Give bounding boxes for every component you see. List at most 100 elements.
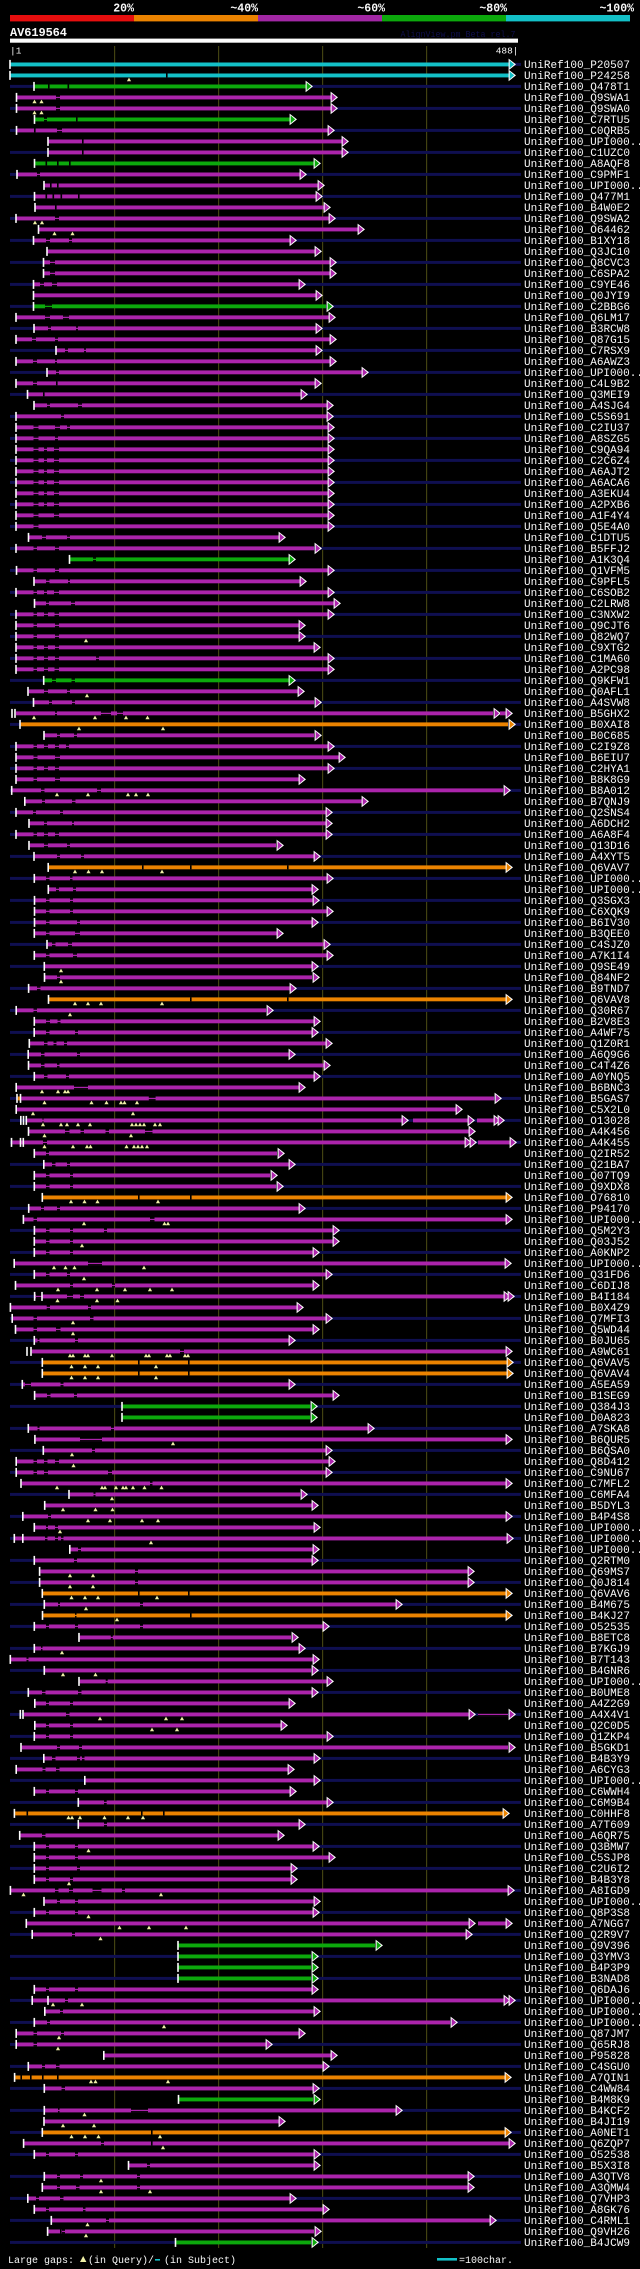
svg-text:UniRef100_C2BBG6: UniRef100_C2BBG6 (524, 302, 630, 314)
svg-text:UniRef100_C7RTU5: UniRef100_C7RTU5 (524, 115, 630, 127)
svg-text:UniRef100_Q2IR52: UniRef100_Q2IR52 (524, 1149, 630, 1161)
svg-text:UniRef100_Q478T1: UniRef100_Q478T1 (524, 82, 630, 94)
svg-text:UniRef100_P20507: UniRef100_P20507 (524, 60, 630, 72)
svg-text:UniRef100_A9WC61: UniRef100_A9WC61 (524, 1347, 630, 1359)
svg-text:~80%: ~80% (479, 3, 507, 16)
svg-text:UniRef100_C5X2L0: UniRef100_C5X2L0 (524, 1105, 630, 1117)
svg-text:UniRef100_C9QA94: UniRef100_C9QA94 (524, 445, 630, 457)
svg-text:UniRef100_Q8P3S8: UniRef100_Q8P3S8 (524, 1908, 630, 1920)
svg-text:UniRef100_C9PMF1: UniRef100_C9PMF1 (524, 170, 630, 182)
svg-text:UniRef100_UPI000..: UniRef100_UPI000.. (524, 1523, 640, 1535)
svg-text:UniRef100_C4RML1: UniRef100_C4RML1 (524, 2216, 630, 2228)
svg-text:UniRef100_B1SEG9: UniRef100_B1SEG9 (524, 1391, 630, 1403)
svg-text:UniRef100_Q87JM7: UniRef100_Q87JM7 (524, 2029, 630, 2041)
svg-text:UniRef100_A4K455: UniRef100_A4K455 (524, 1138, 630, 1150)
svg-text:UniRef100_Q6VAV4: UniRef100_Q6VAV4 (524, 1369, 630, 1381)
svg-text:UniRef100_B6BNC3: UniRef100_B6BNC3 (524, 1083, 630, 1095)
svg-text:UniRef100_Q9SWA1: UniRef100_Q9SWA1 (524, 93, 630, 105)
svg-text:UniRef100_C2LRW8: UniRef100_C2LRW8 (524, 599, 630, 611)
svg-text:UniRef100_Q8CVC3: UniRef100_Q8CVC3 (524, 258, 630, 270)
svg-text:UniRef100_Q1ZKP4: UniRef100_Q1ZKP4 (524, 1732, 630, 1744)
svg-text:UniRef100_Q1Z0R1: UniRef100_Q1Z0R1 (524, 1039, 630, 1051)
svg-text:UniRef100_Q9XDX8: UniRef100_Q9XDX8 (524, 1182, 630, 1194)
svg-text:UniRef100_Q9SE49: UniRef100_Q9SE49 (524, 962, 630, 974)
svg-text:UniRef100_Q21BA7: UniRef100_Q21BA7 (524, 1160, 630, 1172)
svg-text:UniRef100_Q6DAJ6: UniRef100_Q6DAJ6 (524, 1985, 630, 1997)
svg-text:UniRef100_B0C685: UniRef100_B0C685 (524, 731, 630, 743)
svg-text:UniRef100_B5DYL3: UniRef100_B5DYL3 (524, 1501, 630, 1513)
svg-text:UniRef100_C3NXW2: UniRef100_C3NXW2 (524, 610, 630, 622)
svg-text:UniRef100_A4SJG4: UniRef100_A4SJG4 (524, 401, 630, 413)
svg-text:UniRef100_Q9CJT6: UniRef100_Q9CJT6 (524, 621, 630, 633)
svg-text:UniRef100_A0NET1: UniRef100_A0NET1 (524, 2128, 630, 2140)
svg-text:UniRef100_C9PFL5: UniRef100_C9PFL5 (524, 577, 630, 589)
svg-text:UniRef100_A8IGD9: UniRef100_A8IGD9 (524, 1886, 630, 1898)
svg-text:AV619564: AV619564 (10, 26, 67, 40)
svg-text:UniRef100_A2PXB6: UniRef100_A2PXB6 (524, 500, 630, 512)
svg-text:UniRef100_Q9V396: UniRef100_Q9V396 (524, 1941, 630, 1953)
svg-text:UniRef100_A8SZG5: UniRef100_A8SZG5 (524, 434, 630, 446)
svg-text:UniRef100_B4JCW9: UniRef100_B4JCW9 (524, 2238, 630, 2250)
svg-text:AlignView.pm Beta rel.7: AlignView.pm Beta rel.7 (401, 29, 516, 40)
svg-text:UniRef100_B9TND7: UniRef100_B9TND7 (524, 984, 630, 996)
svg-text:UniRef100_Q0AFL1: UniRef100_Q0AFL1 (524, 687, 630, 699)
svg-text:UniRef100_Q7VHP3: UniRef100_Q7VHP3 (524, 2194, 630, 2206)
svg-text:UniRef100_Q2R9V7: UniRef100_Q2R9V7 (524, 1930, 630, 1942)
svg-text:UniRef100_B4P3P9: UniRef100_B4P3P9 (524, 1963, 630, 1975)
svg-text:UniRef100_B0UME8: UniRef100_B0UME8 (524, 1688, 630, 1700)
svg-text:20%: 20% (113, 3, 134, 16)
svg-text:UniRef100_Q31FD6: UniRef100_Q31FD6 (524, 1270, 630, 1282)
svg-text:UniRef100_A1F4Y4: UniRef100_A1F4Y4 (524, 511, 630, 523)
svg-text:UniRef100_Q2C0D5: UniRef100_Q2C0D5 (524, 1721, 630, 1733)
svg-text:UniRef100_UPI000..: UniRef100_UPI000.. (524, 1259, 640, 1271)
svg-text:UniRef100_A6QR75: UniRef100_A6QR75 (524, 1831, 630, 1843)
svg-text:UniRef100_A7QIN1: UniRef100_A7QIN1 (524, 2073, 630, 2085)
svg-text:UniRef100_B4I184: UniRef100_B4I184 (524, 1292, 630, 1304)
svg-text:UniRef100_C9YE46: UniRef100_C9YE46 (524, 280, 630, 292)
svg-text:488|: 488| (496, 46, 519, 57)
svg-text:UniRef100_C1DTU5: UniRef100_C1DTU5 (524, 533, 630, 545)
svg-text:UniRef100_A6AWZ3: UniRef100_A6AWZ3 (524, 357, 630, 369)
svg-text:UniRef100_Q2SNS4: UniRef100_Q2SNS4 (524, 808, 630, 820)
svg-text:UniRef100_C6DIJ8: UniRef100_C6DIJ8 (524, 1281, 630, 1293)
svg-text:UniRef100_P24258: UniRef100_P24258 (524, 71, 630, 83)
svg-text:UniRef100_Q65RJ8: UniRef100_Q65RJ8 (524, 2040, 630, 2052)
svg-text:UniRef100_Q82WQ7: UniRef100_Q82WQ7 (524, 632, 630, 644)
svg-text:UniRef100_C5S691: UniRef100_C5S691 (524, 412, 630, 424)
svg-text:UniRef100_A6CYG3: UniRef100_A6CYG3 (524, 1765, 630, 1777)
svg-text:UniRef100_Q9SWA2: UniRef100_Q9SWA2 (524, 214, 630, 226)
svg-text:UniRef100_UPI000..: UniRef100_UPI000.. (524, 1215, 640, 1227)
svg-text:UniRef100_A6AJT2: UniRef100_A6AJT2 (524, 467, 630, 479)
svg-text:UniRef100_P95828: UniRef100_P95828 (524, 2051, 630, 2063)
svg-text:UniRef100_Q87G15: UniRef100_Q87G15 (524, 335, 630, 347)
svg-text:UniRef100_C6MFA4: UniRef100_C6MFA4 (524, 1490, 630, 1502)
svg-text:(in Query)/: (in Query)/ (88, 2255, 154, 2267)
svg-text:UniRef100_C4SJZ0: UniRef100_C4SJZ0 (524, 940, 630, 952)
svg-text:UniRef100_A7NGG7: UniRef100_A7NGG7 (524, 1919, 630, 1931)
svg-text:UniRef100_C9NU67: UniRef100_C9NU67 (524, 1468, 630, 1480)
svg-text:UniRef100_Q8D412: UniRef100_Q8D412 (524, 1457, 630, 1469)
svg-text:UniRef100_A8GK76: UniRef100_A8GK76 (524, 2205, 630, 2217)
svg-text:~60%: ~60% (357, 3, 385, 16)
svg-text:UniRef100_B4M8K9: UniRef100_B4M8K9 (524, 2095, 630, 2107)
svg-text:UniRef100_B2V8E3: UniRef100_B2V8E3 (524, 1017, 630, 1029)
svg-text:UniRef100_A3QTV8: UniRef100_A3QTV8 (524, 2172, 630, 2184)
svg-text:UniRef100_A7SKA8: UniRef100_A7SKA8 (524, 1424, 630, 1436)
svg-text:UniRef100_B7T143: UniRef100_B7T143 (524, 1655, 630, 1667)
svg-text:UniRef100_C2I9Z8: UniRef100_C2I9Z8 (524, 742, 630, 754)
svg-text:UniRef100_UPI000..: UniRef100_UPI000.. (524, 874, 640, 886)
svg-text:UniRef100_B0XAI8: UniRef100_B0XAI8 (524, 720, 630, 732)
svg-text:UniRef100_C0QRB5: UniRef100_C0QRB5 (524, 126, 630, 138)
svg-text:UniRef100_Q6ZQP7: UniRef100_Q6ZQP7 (524, 2139, 630, 2151)
svg-text:UniRef100_B4GNR6: UniRef100_B4GNR6 (524, 1666, 630, 1678)
svg-text:(in Subject): (in Subject) (164, 2255, 236, 2267)
svg-text:UniRef100_UPI000..: UniRef100_UPI000.. (524, 1677, 640, 1689)
svg-text:UniRef100_A4WF75: UniRef100_A4WF75 (524, 1028, 630, 1040)
svg-text:UniRef100_C0HHF8: UniRef100_C0HHF8 (524, 1809, 630, 1821)
svg-text:UniRef100_C2IU37: UniRef100_C2IU37 (524, 423, 630, 435)
svg-text:UniRef100_A4X4V1: UniRef100_A4X4V1 (524, 1710, 630, 1722)
svg-text:UniRef100_Q9KFW1: UniRef100_Q9KFW1 (524, 676, 630, 688)
svg-text:|1: |1 (10, 46, 22, 57)
svg-text:UniRef100_C2C6Z4: UniRef100_C2C6Z4 (524, 456, 630, 468)
svg-text:UniRef100_A2PC98: UniRef100_A2PC98 (524, 665, 630, 677)
